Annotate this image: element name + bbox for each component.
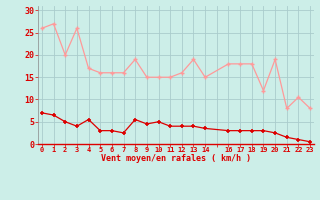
X-axis label: Vent moyen/en rafales ( km/h ): Vent moyen/en rafales ( km/h ): [101, 154, 251, 163]
